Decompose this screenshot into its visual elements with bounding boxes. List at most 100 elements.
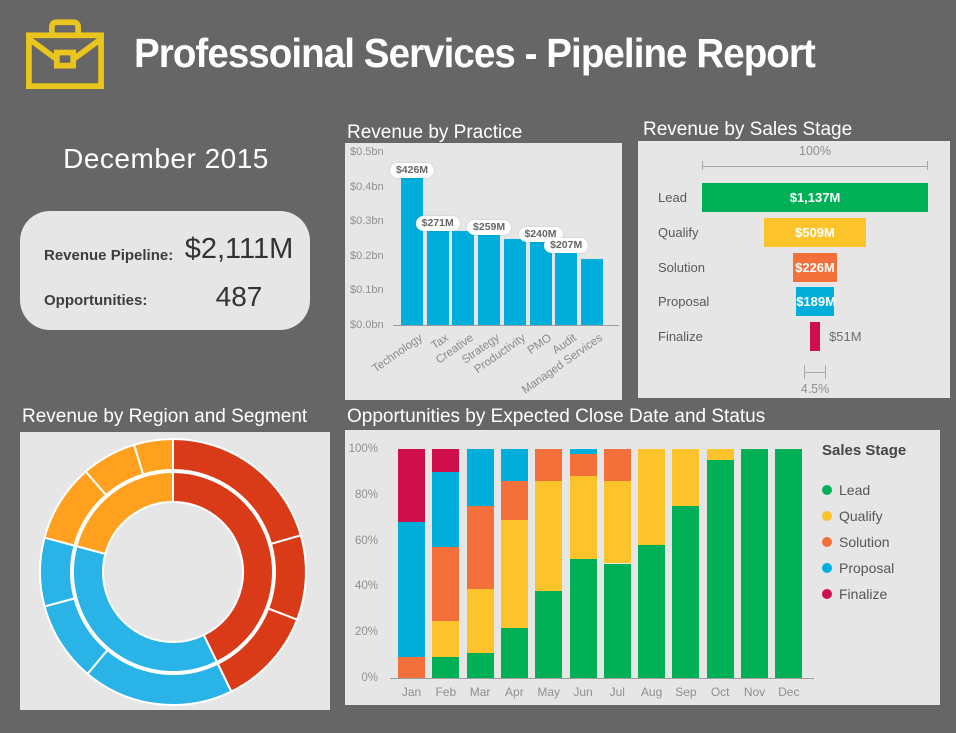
stacked-segment-apr-lead[interactable] bbox=[500, 627, 528, 678]
bar-data-label: $240M bbox=[518, 226, 563, 242]
report-month-title: December 2015 bbox=[63, 143, 269, 174]
bar-managed-services[interactable] bbox=[580, 259, 603, 325]
donut-outer-segment-6[interactable] bbox=[38, 536, 76, 608]
stacked-segment-oct-qualify[interactable] bbox=[706, 449, 734, 461]
stacked-segment-feb-solution[interactable] bbox=[432, 547, 460, 621]
stacked-segment-may-qualify[interactable] bbox=[535, 481, 563, 591]
x-axis-month-label: May bbox=[537, 685, 561, 699]
legend-label: Proposal bbox=[839, 560, 895, 576]
legend-item-finalize[interactable]: Finalize bbox=[822, 586, 912, 602]
funnel-bar-solution[interactable]: $226M bbox=[792, 252, 838, 282]
bar-productivity[interactable] bbox=[503, 239, 526, 325]
stacked-segment-mar-proposal[interactable] bbox=[466, 449, 494, 507]
x-axis-month-label: Feb bbox=[435, 685, 457, 699]
stacked-segment-jul-solution[interactable] bbox=[603, 449, 631, 482]
y-axis-tick-label: $0.1bn bbox=[350, 284, 384, 297]
stacked-segment-jul-lead[interactable] bbox=[603, 563, 631, 678]
legend-label: Solution bbox=[839, 534, 890, 550]
funnel-bar-finalize[interactable] bbox=[809, 322, 821, 352]
donut-inner-segment-region-1[interactable] bbox=[172, 470, 274, 664]
bar-data-label: $426M bbox=[389, 162, 435, 178]
panel-opportunities-by-close-date: 0% 20% 40% 60% 80% 100% Jan Feb Mar Apr May Jun Jul A… bbox=[345, 430, 940, 705]
bar-data-label: $259M bbox=[467, 220, 512, 236]
stacked-segment-jul-qualify[interactable] bbox=[603, 481, 631, 564]
stacked-segment-sep-lead[interactable] bbox=[672, 506, 700, 678]
legend-item-qualify[interactable]: Qualify bbox=[822, 508, 912, 524]
stacked-segment-jun-solution[interactable] bbox=[569, 453, 597, 477]
x-axis-month-label: Sep bbox=[675, 685, 697, 699]
stacked-segment-apr-proposal[interactable] bbox=[500, 449, 528, 482]
panel-revenue-by-region-and-segment bbox=[20, 432, 330, 710]
donut-outer-segment-9[interactable] bbox=[132, 437, 174, 476]
stacked-segment-may-solution[interactable] bbox=[535, 449, 563, 482]
stacked-segment-dec-lead[interactable] bbox=[775, 449, 803, 678]
legend-item-proposal[interactable]: Proposal bbox=[822, 560, 912, 576]
donut-inner-segment-region-3[interactable] bbox=[75, 470, 174, 556]
bar-technology[interactable] bbox=[401, 177, 423, 325]
x-axis-month-label: Jul bbox=[609, 685, 625, 699]
revenue-pipeline-label: Revenue Pipeline: bbox=[44, 247, 174, 264]
stacked-segment-may-lead[interactable] bbox=[535, 590, 563, 678]
stacked-segment-mar-lead[interactable] bbox=[466, 652, 494, 678]
stacked-segment-feb-proposal[interactable] bbox=[432, 471, 460, 548]
stacked-segment-jan-finalize[interactable] bbox=[398, 449, 425, 523]
stacked-segment-jan-solution[interactable] bbox=[398, 657, 425, 678]
legend-dot-proposal bbox=[822, 563, 832, 573]
bar-creative[interactable] bbox=[452, 231, 475, 325]
stacked-segment-feb-qualify[interactable] bbox=[432, 620, 460, 658]
stacked-segment-mar-solution[interactable] bbox=[466, 506, 494, 589]
stacked-segment-jan-proposal[interactable] bbox=[398, 522, 425, 658]
funnel-stage-label: Lead bbox=[658, 190, 687, 205]
bar-tax[interactable] bbox=[426, 231, 449, 325]
x-axis-month-label: Oct bbox=[710, 685, 730, 699]
stacked-segment-mar-qualify[interactable] bbox=[466, 588, 494, 653]
y-axis-tick-label: 0% bbox=[361, 672, 378, 684]
stacked-segment-apr-solution[interactable] bbox=[500, 481, 528, 520]
opportunities-label: Opportunities: bbox=[44, 292, 148, 309]
y-axis-tick-label: 20% bbox=[354, 626, 378, 639]
chart-title-revenue-by-region-and-segment: Revenue by Region and Segment bbox=[22, 406, 308, 427]
summary-card: Revenue Pipeline: $2,111M Opportunities:… bbox=[20, 211, 310, 330]
bar-strategy[interactable] bbox=[478, 235, 501, 325]
funnel-bar-qualify[interactable]: $509M bbox=[764, 217, 866, 247]
funnel-bottom-percent-label: 4.5% bbox=[800, 382, 830, 396]
bar-audit[interactable] bbox=[555, 253, 578, 325]
donut-inner-segment-region-2[interactable] bbox=[72, 544, 219, 673]
chart-title-opportunities-by-close-date: Opportunities by Expected Close Date and… bbox=[347, 406, 766, 427]
y-axis-tick-label: $0.0bn bbox=[350, 319, 384, 331]
legend-dot-solution bbox=[822, 537, 832, 547]
stacked-segment-oct-lead[interactable] bbox=[706, 460, 734, 678]
stacked-segment-jun-proposal[interactable] bbox=[569, 449, 597, 454]
bar-pmo[interactable] bbox=[529, 241, 552, 325]
legend-item-solution[interactable]: Solution bbox=[822, 534, 912, 550]
opportunities-value: 487 bbox=[215, 281, 263, 312]
stacked-segment-feb-finalize[interactable] bbox=[432, 449, 460, 472]
funnel-stage-label: Proposal bbox=[658, 294, 710, 310]
x-axis-month-label: Apr bbox=[505, 685, 524, 699]
funnel-bar-proposal[interactable]: $189M bbox=[796, 287, 836, 317]
funnel-stage-label: Finalize bbox=[658, 329, 703, 345]
legend-dot-finalize bbox=[822, 589, 832, 599]
bar-data-label: $207M bbox=[544, 238, 589, 254]
stacked-segment-aug-lead[interactable] bbox=[638, 545, 666, 678]
stacked-segment-aug-qualify[interactable] bbox=[638, 449, 666, 546]
x-axis-month-label: Mar bbox=[469, 685, 491, 699]
legend-item-lead[interactable]: Lead bbox=[822, 482, 912, 498]
legend-title: Sales Stage bbox=[822, 442, 907, 459]
panel-revenue-by-sales-stage: 100% Lead $1,137M Qualify $509M Solution $226M… bbox=[638, 141, 950, 398]
stacked-segment-nov-lead[interactable] bbox=[741, 449, 768, 678]
funnel-bar-lead[interactable]: $1,137M bbox=[702, 183, 928, 212]
chart-title-revenue-by-sales-stage: Revenue by Sales Stage bbox=[643, 119, 853, 140]
legend-dot-qualify bbox=[822, 511, 832, 521]
briefcase-icon bbox=[26, 19, 104, 90]
stacked-segment-jun-lead[interactable] bbox=[569, 558, 597, 678]
stacked-segment-sep-qualify[interactable] bbox=[672, 449, 700, 507]
stacked-segment-jun-qualify[interactable] bbox=[569, 476, 597, 559]
stacked-segment-feb-lead[interactable] bbox=[432, 657, 460, 678]
x-axis-month-label: Nov bbox=[743, 685, 766, 699]
stacked-segment-apr-qualify[interactable] bbox=[500, 519, 528, 628]
funnel-value-label: $51M bbox=[829, 329, 862, 345]
legend-dot-lead bbox=[822, 485, 832, 495]
y-axis-tick-label: 60% bbox=[354, 534, 378, 547]
